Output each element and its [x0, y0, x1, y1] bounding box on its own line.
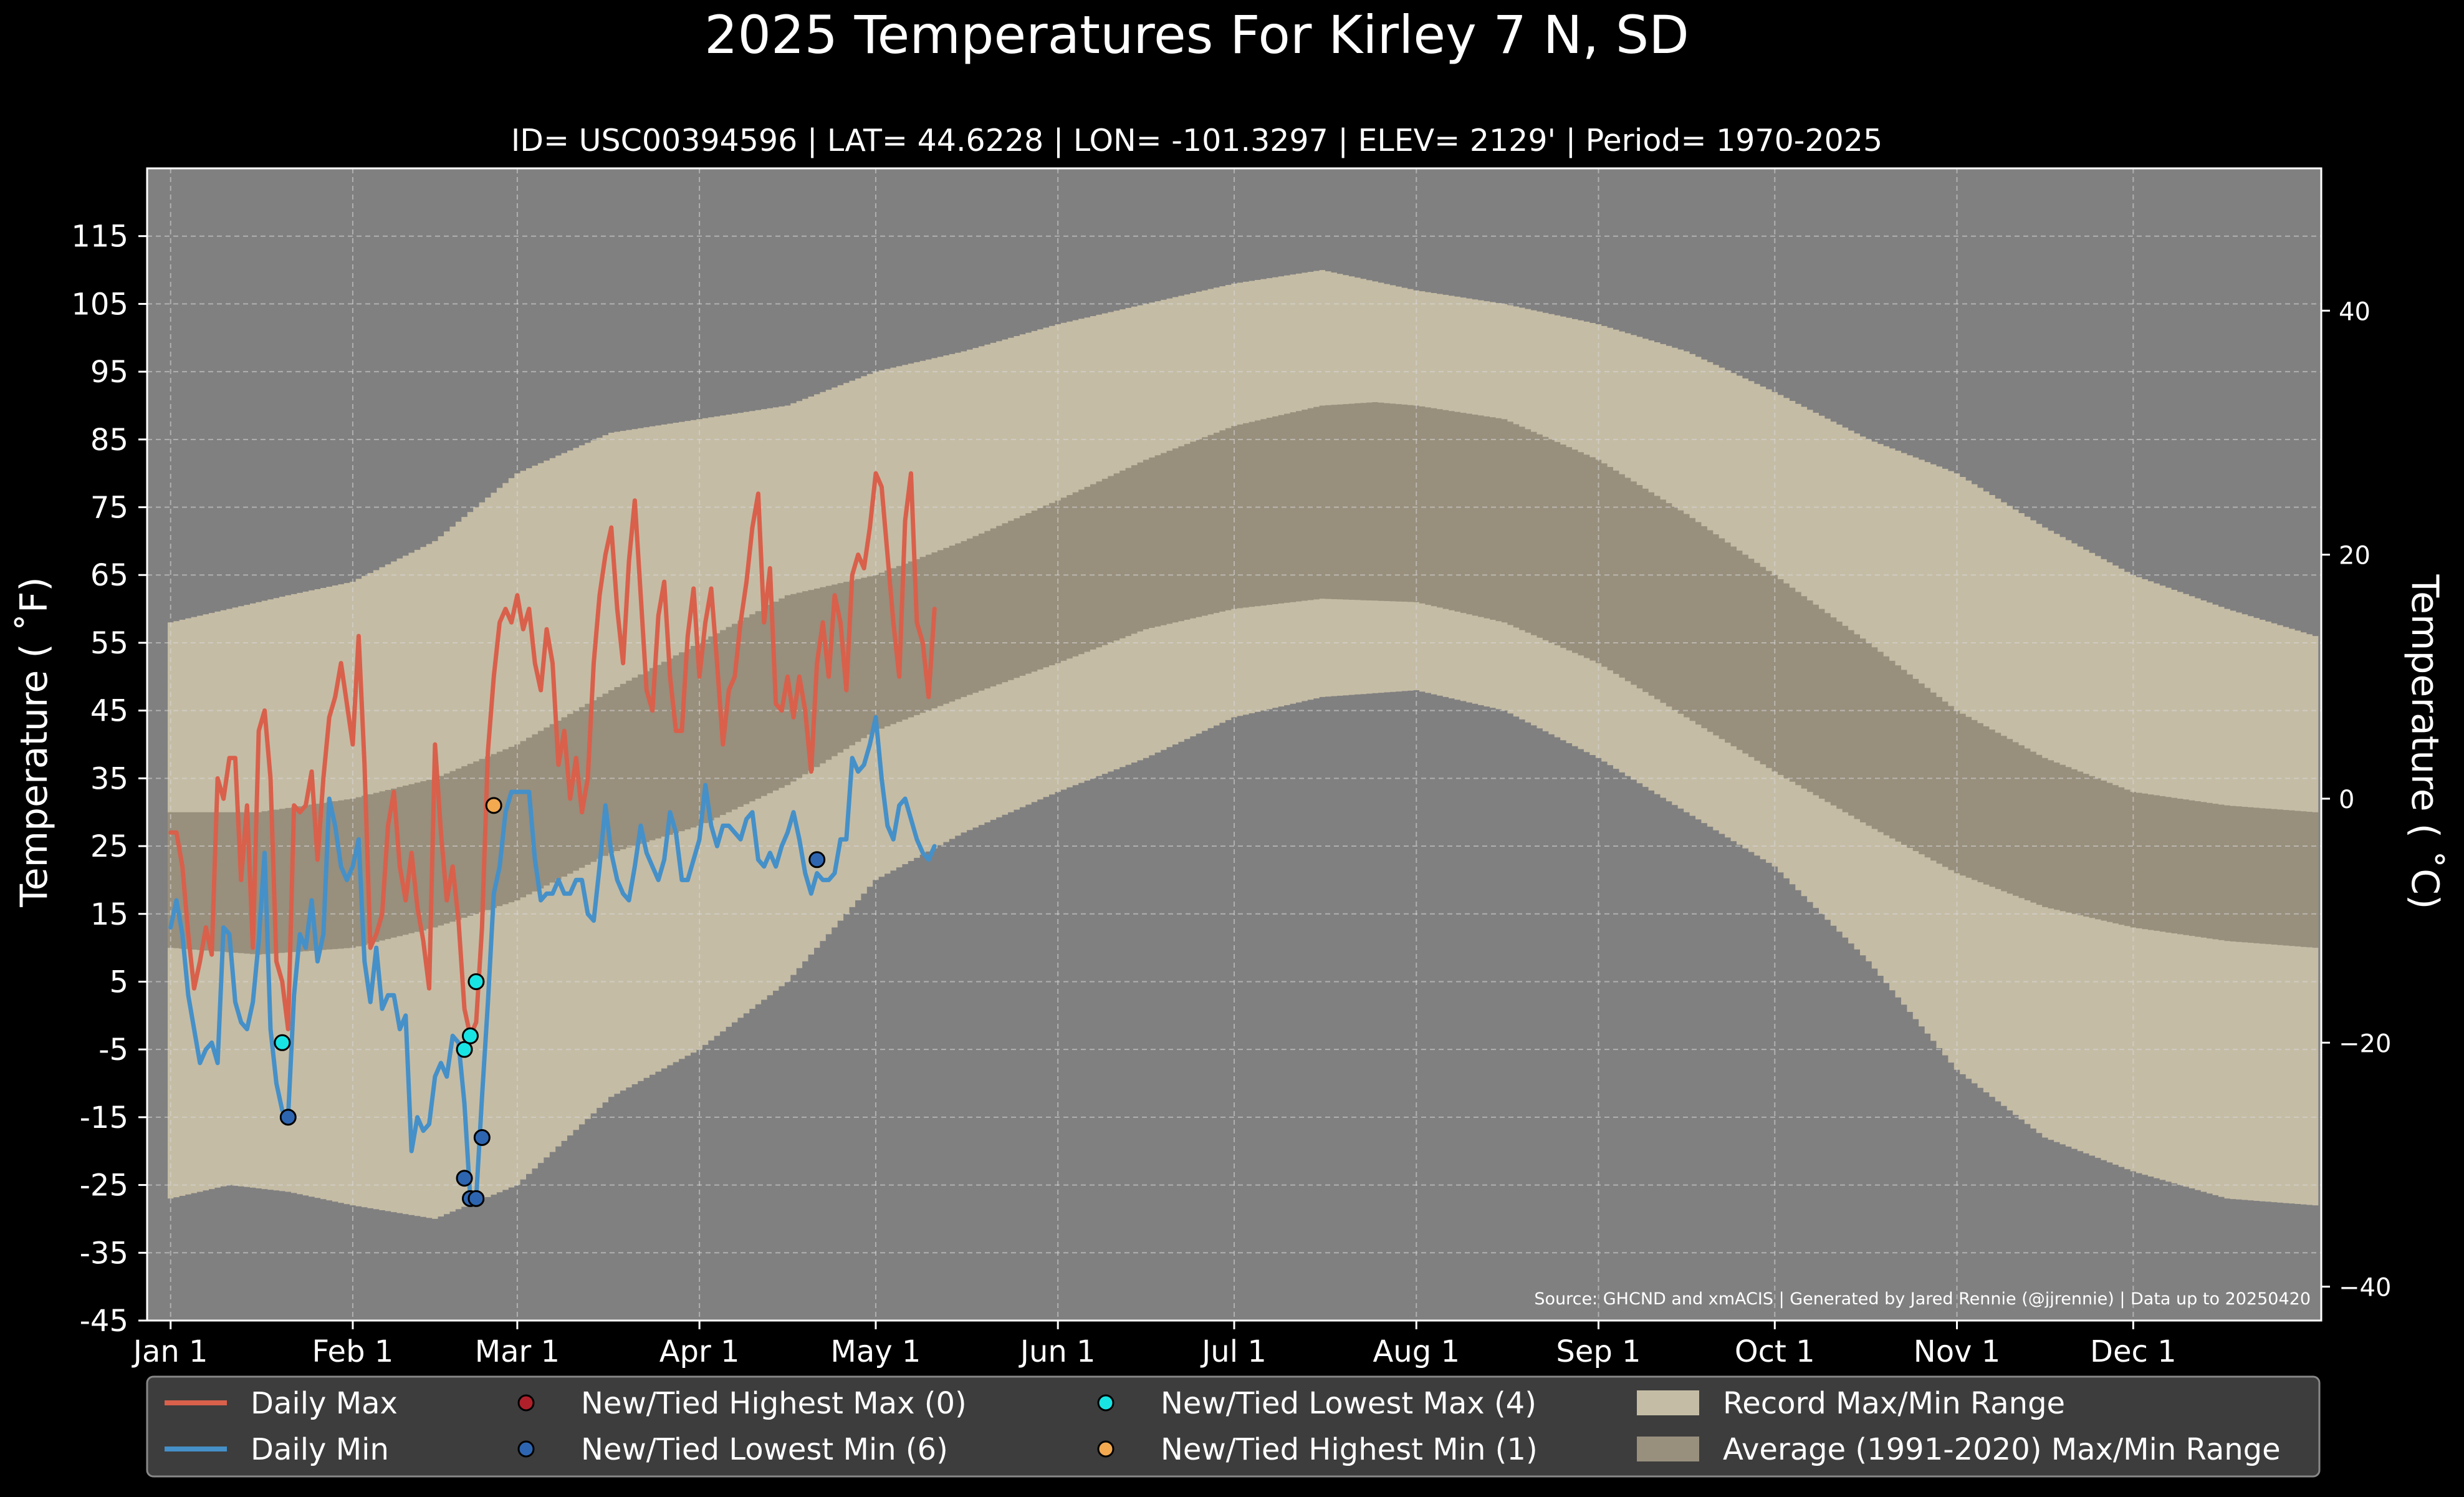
legend-label: Record Max/Min Range: [1723, 1386, 2065, 1421]
marker-lowest-max: [274, 1034, 291, 1051]
x-tick-label: Feb 1: [312, 1334, 394, 1369]
y-tick-label: 55: [90, 626, 128, 661]
y-tick-label: 75: [90, 491, 128, 526]
y-right-tick-label: −40: [2339, 1274, 2391, 1302]
legend-swatch-marker: [1097, 1394, 1115, 1412]
y-axis-right: −40 −20 0 20 40: [2321, 297, 2391, 1302]
legend-label: Daily Min: [251, 1432, 389, 1467]
average-range-area: [168, 402, 2319, 955]
y-tick-label: -35: [80, 1236, 128, 1271]
grid: [147, 168, 2321, 1321]
y-tick-label: -45: [80, 1304, 128, 1339]
x-tick-label: Aug 1: [1373, 1334, 1460, 1369]
y-tick-label: 5: [109, 965, 128, 999]
x-tick-label: Jun 1: [1019, 1334, 1096, 1369]
legend-label: Daily Max: [251, 1386, 398, 1421]
x-tick-label: Sep 1: [1556, 1334, 1641, 1369]
marker-lowest-min: [279, 1109, 297, 1126]
x-axis: Jan 1 Feb 1 Mar 1 Apr 1 May 1 Jun 1 Jul 1 Aug 1…: [132, 1321, 2177, 1369]
chart-title: 2025 Temperatures For Kirley 7 N, SD: [704, 4, 1689, 65]
y-axis-label-left: Temperature ( ˚F): [12, 577, 56, 908]
x-tick-label: Nov 1: [1914, 1334, 2000, 1369]
legend-label: New/Tied Lowest Max (4): [1161, 1386, 1536, 1421]
marker-lowest-min: [808, 851, 826, 869]
y-tick-label: 85: [90, 423, 128, 458]
y-tick-label: 25: [90, 829, 128, 864]
marker-lowest-min: [456, 1170, 473, 1187]
legend-swatch-patch: [1637, 1390, 1699, 1415]
x-tick-label: May 1: [830, 1334, 921, 1369]
y-tick-label: 15: [90, 897, 128, 932]
x-tick-label: Apr 1: [659, 1334, 740, 1369]
legend-label: New/Tied Highest Min (1): [1161, 1432, 1538, 1467]
x-tick-label: Oct 1: [1735, 1334, 1815, 1369]
y-tick-label: 35: [90, 761, 128, 796]
y-right-tick-label: −20: [2339, 1029, 2391, 1058]
y-right-tick-label: 40: [2339, 297, 2371, 326]
y-tick-label: -15: [80, 1100, 128, 1135]
y-right-tick-label: 0: [2339, 786, 2354, 814]
marker-lowest-min: [473, 1129, 491, 1146]
marker-lowest-max: [467, 973, 485, 990]
chart-subtitle: ID= USC00394596 | LAT= 44.6228 | LON= -1…: [511, 123, 1882, 158]
legend: Daily Max Daily Min New/Tied Highest Max (…: [146, 1375, 2321, 1478]
legend-swatch-marker: [517, 1394, 535, 1412]
marker-lowest-min: [467, 1190, 485, 1207]
legend-label: Average (1991-2020) Max/Min Range: [1723, 1432, 2281, 1467]
source-note: Source: GHCND and xmACIS | Generated by …: [1534, 1289, 2311, 1309]
y-tick-label: 105: [71, 287, 128, 322]
x-tick-label: Jul 1: [1200, 1334, 1267, 1369]
legend-label: New/Tied Highest Max (0): [581, 1386, 967, 1421]
y-tick-label: 95: [90, 355, 128, 390]
legend-swatch-marker: [1097, 1440, 1115, 1458]
marker-lowest-max: [456, 1041, 473, 1058]
y-axis-left: -45 -35 -25 -15 -5 5 15 25 35 45 55 65 75 85 95 105 115: [71, 219, 147, 1339]
legend-swatch-marker: [517, 1440, 535, 1458]
legend-box: [146, 1375, 2321, 1478]
x-tick-label: Mar 1: [475, 1334, 560, 1369]
marker-lowest-max: [461, 1027, 479, 1044]
y-tick-label: -25: [80, 1168, 128, 1203]
y-tick-label: 45: [90, 694, 128, 729]
x-tick-label: Dec 1: [2090, 1334, 2177, 1369]
marker-highest-min: [485, 797, 502, 814]
y-tick-label: 65: [90, 558, 128, 593]
series-line-daily-max: [168, 471, 937, 1038]
series-line-daily-min: [168, 715, 937, 1201]
y-axis-label-right: Temperature ( ˚C): [2403, 574, 2447, 910]
y-right-tick-label: 20: [2339, 542, 2371, 570]
y-tick-label: 115: [71, 219, 128, 254]
legend-swatch-patch: [1637, 1437, 1699, 1461]
x-tick-label: Jan 1: [132, 1334, 208, 1369]
y-tick-label: -5: [98, 1032, 128, 1067]
legend-label: New/Tied Lowest Min (6): [581, 1432, 948, 1467]
plot-area: [146, 167, 2323, 1322]
